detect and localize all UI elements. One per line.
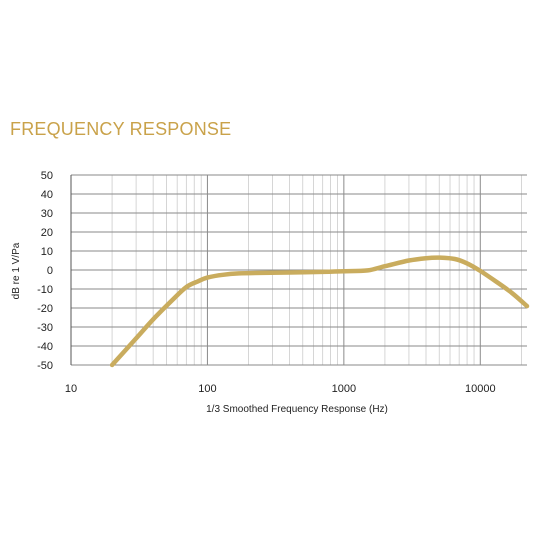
y-tick-label: 50 xyxy=(41,170,53,182)
chart-title: FREQUENCY RESPONSE xyxy=(10,119,232,139)
y-tick-label: 0 xyxy=(47,265,53,277)
y-tick-label: -50 xyxy=(37,360,53,372)
y-tick-label: -20 xyxy=(37,303,53,315)
y-tick-label: 40 xyxy=(41,189,53,201)
x-axis-label: 1/3 Smoothed Frequency Response (Hz) xyxy=(206,404,388,415)
response-curve xyxy=(109,255,530,368)
y-tick-label: -10 xyxy=(37,284,53,296)
series xyxy=(109,255,530,368)
y-tick-label: -30 xyxy=(37,322,53,334)
y-axis-label: dB re 1 V/Pa xyxy=(11,242,22,299)
x-tick-label: 1000 xyxy=(332,383,356,395)
y-tick-label: -40 xyxy=(37,341,53,353)
x-tick-label: 100 xyxy=(198,383,216,395)
x-tick-label: 10000 xyxy=(465,383,496,395)
y-tick-label: 10 xyxy=(41,246,53,258)
y-tick-label: 30 xyxy=(41,208,53,220)
x-tick-label: 10 xyxy=(65,383,77,395)
y-tick-label: 20 xyxy=(41,227,53,239)
